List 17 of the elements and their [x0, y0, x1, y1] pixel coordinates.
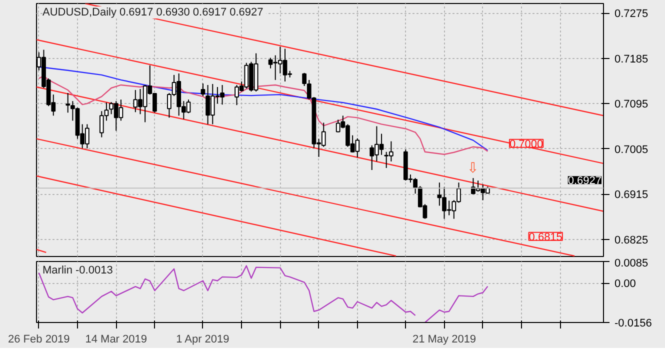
candlestick: [200, 82, 206, 97]
x-tick-label: 21 May 2019: [412, 334, 476, 346]
y-tick-label: 0.7275: [614, 8, 648, 20]
y-tick-label: 0.6825: [614, 234, 648, 246]
y-tick-label: 0.6915: [614, 189, 648, 202]
x-tick-label: 1 Apr 2019: [176, 334, 230, 346]
y-tick-label: 0.0085: [614, 258, 648, 270]
x-tick-label: 14 Mar 2019: [85, 334, 148, 346]
y-tick-label: 0.7005: [614, 144, 648, 156]
y-tick-label: 0.7095: [614, 98, 648, 111]
chart-title: Marlin -0.0013: [42, 264, 113, 276]
annotation: ⇩: [467, 160, 480, 176]
x-tick-label: 26 Feb 2019: [8, 334, 70, 346]
y-tick-label: 0.7185: [614, 53, 648, 66]
y-tick-label: 0.00: [614, 278, 636, 290]
chart-title: AUDUSD,Daily 0.6917 0.6930 0.6917 0.6927: [42, 6, 264, 18]
y-tick-label: -0.0156: [614, 318, 652, 330]
